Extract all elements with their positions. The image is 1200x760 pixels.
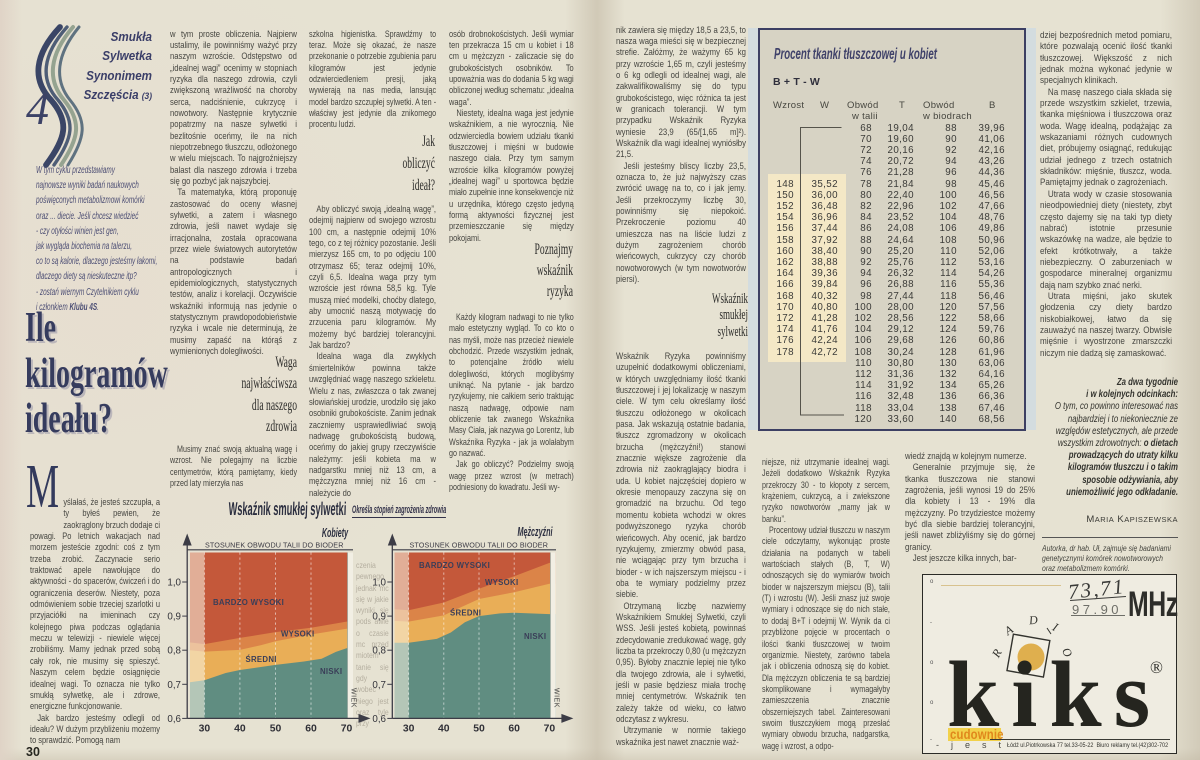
svg-text:60: 60: [508, 724, 520, 735]
svg-text:0,8: 0,8: [167, 646, 181, 657]
svg-text:STOSUNEK OBWODU TALII DO BIODE: STOSUNEK OBWODU TALII DO BIODER: [205, 541, 344, 550]
svg-text:0,7: 0,7: [167, 680, 181, 691]
svg-text:ŚREDNI: ŚREDNI: [246, 655, 277, 664]
svg-text:WIEK: WIEK: [552, 688, 559, 708]
svg-text:50: 50: [473, 724, 485, 735]
svg-text:NISKI: NISKI: [524, 632, 546, 641]
svg-text:70: 70: [544, 724, 556, 735]
svg-text:0,9: 0,9: [167, 612, 181, 623]
svg-text:30: 30: [403, 724, 415, 735]
svg-text:ŚREDNI: ŚREDNI: [450, 609, 481, 618]
svg-text:40: 40: [438, 724, 450, 735]
svg-text:40: 40: [234, 724, 246, 735]
svg-text:STOSUNEK OBWODU TALII DO BIODE: STOSUNEK OBWODU TALII DO BIODER: [410, 541, 549, 550]
svg-text:30: 30: [199, 724, 211, 735]
svg-text:NISKI: NISKI: [320, 667, 342, 676]
svg-text:70: 70: [341, 724, 353, 735]
svg-text:WYSOKI: WYSOKI: [281, 630, 314, 639]
svg-text:0,6: 0,6: [167, 714, 181, 725]
svg-text:1,0: 1,0: [167, 578, 181, 589]
svg-text:50: 50: [270, 724, 282, 735]
svg-text:WYSOKI: WYSOKI: [485, 578, 518, 587]
svg-text:60: 60: [305, 724, 317, 735]
svg-text:BARDZO WYSOKI: BARDZO WYSOKI: [213, 598, 284, 607]
svg-text:BARDZO WYSOKI: BARDZO WYSOKI: [419, 561, 490, 570]
